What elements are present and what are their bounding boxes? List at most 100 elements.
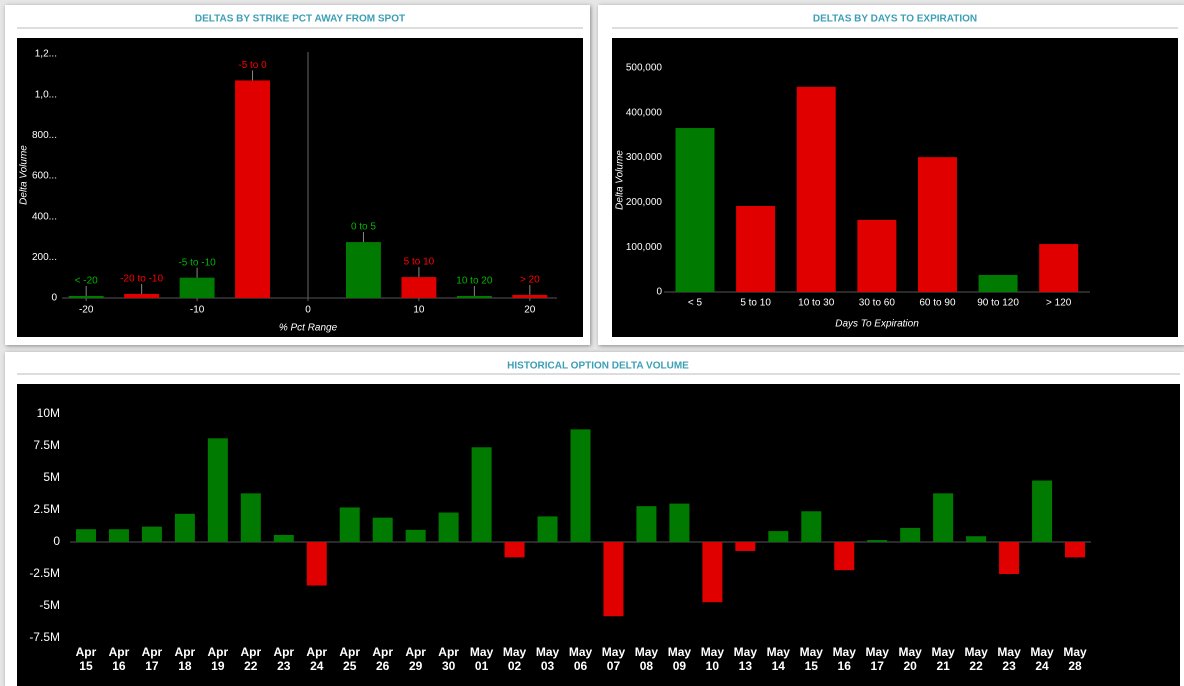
x-tick-label-box: Apr 16 (108, 644, 130, 673)
x-tick-label: > 120 (1046, 298, 1072, 309)
x-tick-label-box: May 06 (568, 644, 593, 673)
x-tick-label: -10 (190, 305, 205, 316)
x-tick-label-box: May 03 (535, 644, 560, 673)
bar-label: 5 to 10 (404, 257, 435, 268)
x-tick-label: Apr 16 (108, 644, 130, 673)
bar (124, 293, 160, 298)
x-tick-label-box: Apr 23 (273, 644, 295, 673)
x-tick-label-box: May 10 (701, 645, 724, 673)
y-axis-title: Delta Volume (615, 150, 626, 210)
x-tick-label: Apr 18 (174, 644, 196, 673)
bar (999, 542, 1020, 574)
x-tick-label-box: May 02 (503, 645, 526, 673)
x-tick-label-box: May 23 (997, 644, 1021, 673)
x-tick-label: Apr 22 (240, 644, 262, 673)
bar (273, 534, 294, 542)
bar (179, 277, 215, 298)
bar (796, 86, 836, 292)
x-tick-label: 30 to 60 (859, 298, 896, 309)
bar (306, 542, 327, 586)
x-tick-label-box: May 21 (931, 645, 954, 673)
x-tick-label-box: May 08 (635, 645, 658, 673)
x-tick-label-box: Apr 18 (174, 644, 196, 673)
x-tick-label: -20 (79, 305, 94, 316)
bar (108, 529, 129, 542)
x-tick-label-box: Apr 19 (208, 645, 229, 673)
bar (512, 294, 548, 298)
x-axis-title: Days To Expiration (835, 319, 919, 330)
bar (570, 429, 591, 542)
x-axis-title: % Pct Range (279, 323, 338, 334)
x-tick-label: May 16 (832, 644, 856, 673)
bar (675, 128, 715, 292)
bar (636, 506, 657, 542)
y-tick-label: 100,000 (626, 242, 663, 253)
x-tick-label-box: May 09 (668, 645, 691, 673)
bar (669, 503, 690, 542)
bar (834, 542, 855, 571)
x-tick-label-box: Apr 22 (240, 644, 262, 673)
x-tick-label-box: May 07 (601, 644, 626, 673)
x-tick-label-box: Apr 24 (306, 644, 328, 673)
x-tick-label: May 03 (535, 644, 560, 673)
x-tick-label: May 23 (997, 644, 1021, 673)
bar (68, 295, 104, 298)
bar (1065, 542, 1086, 558)
x-tick-label: May 22 (964, 644, 988, 673)
y-tick-label: 7.5M (33, 438, 60, 452)
bar (456, 295, 492, 298)
bar (405, 529, 426, 542)
x-tick-label: May 20 (898, 644, 922, 673)
x-tick-label: Apr 30 (438, 644, 459, 673)
chart-title: DELTAS BY STRIKE PCT AWAY FROM SPOT (195, 14, 405, 25)
x-tick-label: 10 (413, 305, 425, 316)
bar (801, 511, 822, 542)
bar (933, 493, 954, 542)
y-tick-label: 0 (51, 293, 57, 304)
x-tick-label: Apr 26 (372, 644, 394, 673)
x-tick-label: May 14 (766, 644, 790, 673)
bar-label: 0 to 5 (351, 222, 376, 233)
bar (537, 516, 558, 542)
bar (339, 507, 360, 542)
bar (1032, 480, 1053, 542)
x-tick-label: Apr 25 (339, 644, 361, 673)
bar-label: -5 to 0 (238, 60, 267, 71)
bar (401, 277, 437, 298)
x-tick-label: May 07 (601, 644, 626, 673)
x-tick-label: Apr 23 (273, 644, 295, 673)
x-tick-label: May 06 (568, 644, 593, 673)
x-tick-label-box: Apr 30 (438, 644, 459, 673)
y-tick-label: -5M (39, 598, 60, 612)
y-tick-label: 5M (43, 470, 60, 484)
x-tick-label: Apr 15 (75, 644, 97, 673)
x-tick-label: 0 (305, 305, 311, 316)
x-tick-label-box: May 15 (800, 645, 823, 673)
x-tick-label: May 01 (469, 644, 494, 673)
bar (736, 205, 776, 292)
bar (504, 542, 525, 558)
x-tick-label-box: Apr 15 (75, 644, 97, 673)
bar (966, 536, 987, 542)
x-tick-label: May 17 (865, 644, 889, 673)
bar-label: -20 to -10 (120, 274, 163, 285)
chart-title: HISTORICAL OPTION DELTA VOLUME (507, 361, 689, 372)
y-tick-label: 300,000 (626, 152, 663, 163)
chart-title: DELTAS BY DAYS TO EXPIRATION (813, 14, 977, 25)
bar-label: < -20 (75, 276, 99, 287)
bar-label: > 20 (520, 275, 540, 286)
bar (345, 242, 381, 298)
y-tick-label: 800... (32, 130, 57, 141)
bar (900, 527, 921, 542)
bar (1039, 244, 1079, 292)
bar (75, 529, 96, 542)
bar (235, 80, 271, 298)
x-tick-label: Apr 24 (306, 644, 328, 673)
bar (768, 531, 789, 542)
y-tick-label: 0 (53, 534, 60, 548)
y-tick-label: 600... (32, 171, 57, 182)
y-tick-label: 1,0... (35, 89, 57, 100)
bar (702, 542, 723, 603)
